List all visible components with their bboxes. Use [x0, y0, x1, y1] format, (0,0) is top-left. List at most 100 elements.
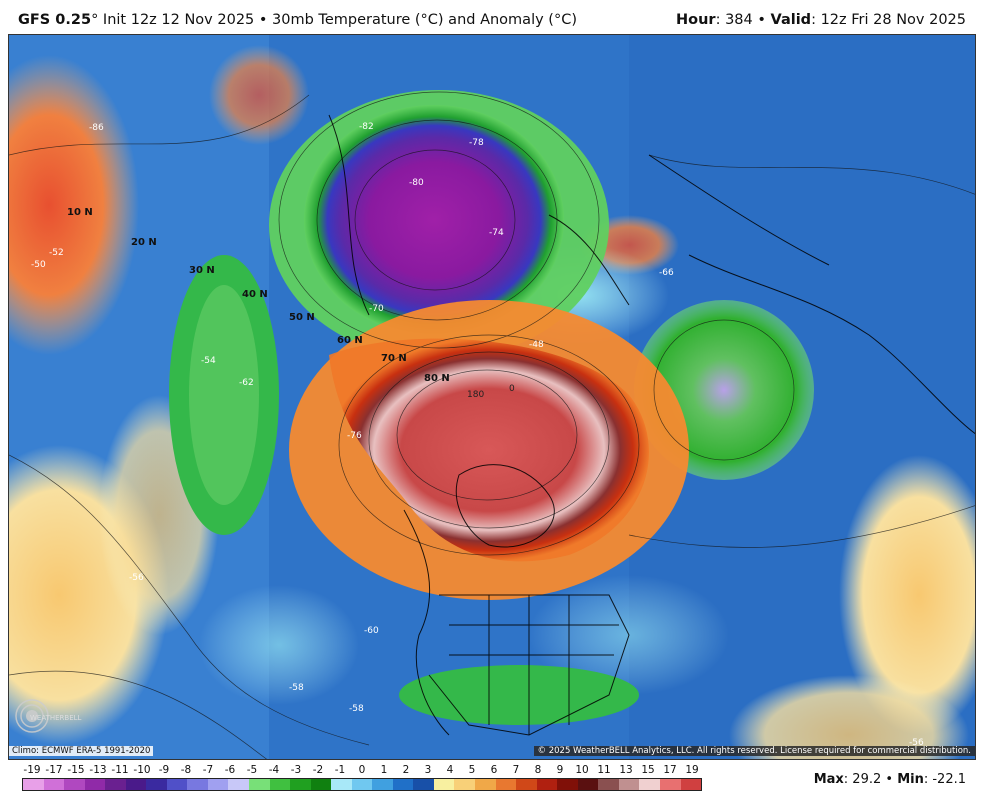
- lat-label-40n: 40 N: [242, 289, 268, 300]
- contour-label: -82: [359, 122, 374, 132]
- legend-swatch: [310, 779, 332, 790]
- legend-swatch: [64, 779, 85, 790]
- legend-swatch: [639, 779, 660, 790]
- legend-swatch: [187, 779, 208, 790]
- legend-swatch: [536, 779, 558, 790]
- contour-label: -62: [239, 378, 254, 388]
- legend-tick-label: -5: [246, 764, 258, 776]
- contour-label: -66: [659, 268, 674, 278]
- color-scale-legend: -19 -17 -15 -13 -11 -10 -9 -8 -7 -6 -5 -4 -3 -2 -1 0 1 2 3…: [22, 764, 702, 794]
- legend-tick-label: -13: [89, 764, 107, 776]
- lat-label-30n: 30 N: [189, 265, 215, 276]
- legend-swatch: [146, 779, 167, 790]
- legend-tick-label: 7: [512, 764, 520, 776]
- title-bar: GFS 0.25° Init 12z 12 Nov 2025 • 30mb Te…: [0, 0, 984, 34]
- legend-tick-label: 13: [619, 764, 633, 776]
- min-value: : -22.1: [923, 772, 966, 787]
- lat-label-10n: 10 N: [67, 207, 93, 218]
- climatology-note: Climo: ECMWF ERA-5 1991-2020: [9, 746, 154, 756]
- latitude-labels: 10 N 20 N 30 N 40 N 50 N 60 N 70 N 80 N: [67, 207, 450, 384]
- logo-icon: WEATHERBELL: [15, 699, 82, 733]
- polar-vortex-cold-core: [304, 105, 564, 335]
- legend-tick-label: -3: [290, 764, 302, 776]
- init-description: Init 12z 12 Nov 2025 • 30mb Temperature …: [98, 12, 577, 28]
- legend-color-bar: [22, 778, 702, 791]
- legend-swatch: [454, 779, 476, 790]
- contour-label: -70: [369, 304, 384, 314]
- legend-swatch: [269, 779, 291, 790]
- legend-swatch: [105, 779, 126, 790]
- lat-label-50n: 50 N: [289, 312, 315, 323]
- max-min-readout: Max: 29.2 • Min: -22.1: [814, 772, 966, 787]
- legend-swatch: [228, 779, 250, 790]
- contour-label: -52: [49, 248, 64, 258]
- legend-swatch: [23, 779, 44, 790]
- legend-swatch: [475, 779, 496, 790]
- contour-label: 180: [467, 390, 484, 400]
- model-name: GFS 0.25: [18, 12, 92, 28]
- warm-region-left: [9, 55, 139, 355]
- legend-swatch: [598, 779, 619, 790]
- green-region-south-us: [399, 665, 639, 725]
- legend-tick-label: -17: [45, 764, 63, 776]
- legend-tick-label: -4: [268, 764, 280, 776]
- legend-swatch: [372, 779, 393, 790]
- weatherbell-logo: WEATHERBELL: [14, 696, 104, 736]
- map-panel[interactable]: 10 N 20 N 30 N 40 N 50 N 60 N 70 N 80 N …: [8, 34, 976, 760]
- legend-swatch: [351, 779, 373, 790]
- contour-label: -48: [529, 340, 544, 350]
- contour-value-labels: -50 -52 -54 -56 -58 -60 -62 -66 -70 -74 …: [31, 122, 924, 748]
- hour-label: Hour: [676, 12, 716, 28]
- contour-label: -78: [469, 138, 484, 148]
- min-label: Min: [897, 772, 924, 787]
- legend-tick-label: 2: [402, 764, 410, 776]
- legend-tick-label: -2: [312, 764, 324, 776]
- max-value: : 29.2 •: [843, 772, 898, 787]
- legend-tick-label: 9: [556, 764, 564, 776]
- degree-sign: °: [91, 12, 99, 28]
- legend-labels: -19 -17 -15 -13 -11 -10 -9 -8 -7 -6 -5 -4 -3 -2 -1 0 1 2 3…: [22, 764, 702, 778]
- forecast-time: Hour: 384 • Valid: 12z Fri 28 Nov 2025: [676, 12, 966, 28]
- contour-label: -58: [349, 704, 364, 714]
- contour-label: -86: [89, 123, 104, 133]
- legend-tick-label: 1: [380, 764, 388, 776]
- legend-tick-label: 8: [534, 764, 542, 776]
- legend-swatch: [433, 779, 455, 790]
- legend-swatch: [207, 779, 229, 790]
- legend-swatch: [290, 779, 311, 790]
- lat-label-70n: 70 N: [381, 353, 407, 364]
- contour-label: -58: [289, 683, 304, 693]
- legend-tick-label: 10: [575, 764, 589, 776]
- contour-label: -56: [909, 738, 924, 748]
- contour-label: -76: [347, 431, 362, 441]
- contour-label: -74: [489, 228, 504, 238]
- contour-label: -54: [201, 356, 216, 366]
- legend-swatch: [413, 779, 434, 790]
- legend-swatch: [577, 779, 599, 790]
- contour-label: -50: [31, 260, 46, 270]
- hour-value: : 384 •: [715, 12, 771, 28]
- legend-swatch: [618, 779, 640, 790]
- legend-tick-label: -8: [180, 764, 192, 776]
- legend-tick-label: 19: [685, 764, 699, 776]
- contour-label: -80: [409, 178, 424, 188]
- boundaries: [328, 114, 975, 736]
- legend-swatch: [680, 779, 702, 790]
- warm-region-east: [839, 455, 975, 735]
- lat-label-20n: 20 N: [131, 237, 157, 248]
- legend-tick-label: 5: [468, 764, 476, 776]
- legend-swatch: [249, 779, 270, 790]
- legend-tick-label: 11: [597, 764, 611, 776]
- legend-tick-label: -7: [202, 764, 214, 776]
- contour-label: 0: [509, 384, 515, 394]
- legend-tick-label: -15: [67, 764, 85, 776]
- legend-swatch: [659, 779, 681, 790]
- legend-tick-label: -11: [111, 764, 129, 776]
- legend-swatch: [166, 779, 188, 790]
- legend-tick-label: 15: [641, 764, 655, 776]
- legend-tick-label: 4: [446, 764, 454, 776]
- contour-label: -60: [364, 626, 379, 636]
- logo-text: WEATHERBELL: [30, 714, 82, 722]
- contour-label: -56: [129, 573, 144, 583]
- legend-swatch: [557, 779, 578, 790]
